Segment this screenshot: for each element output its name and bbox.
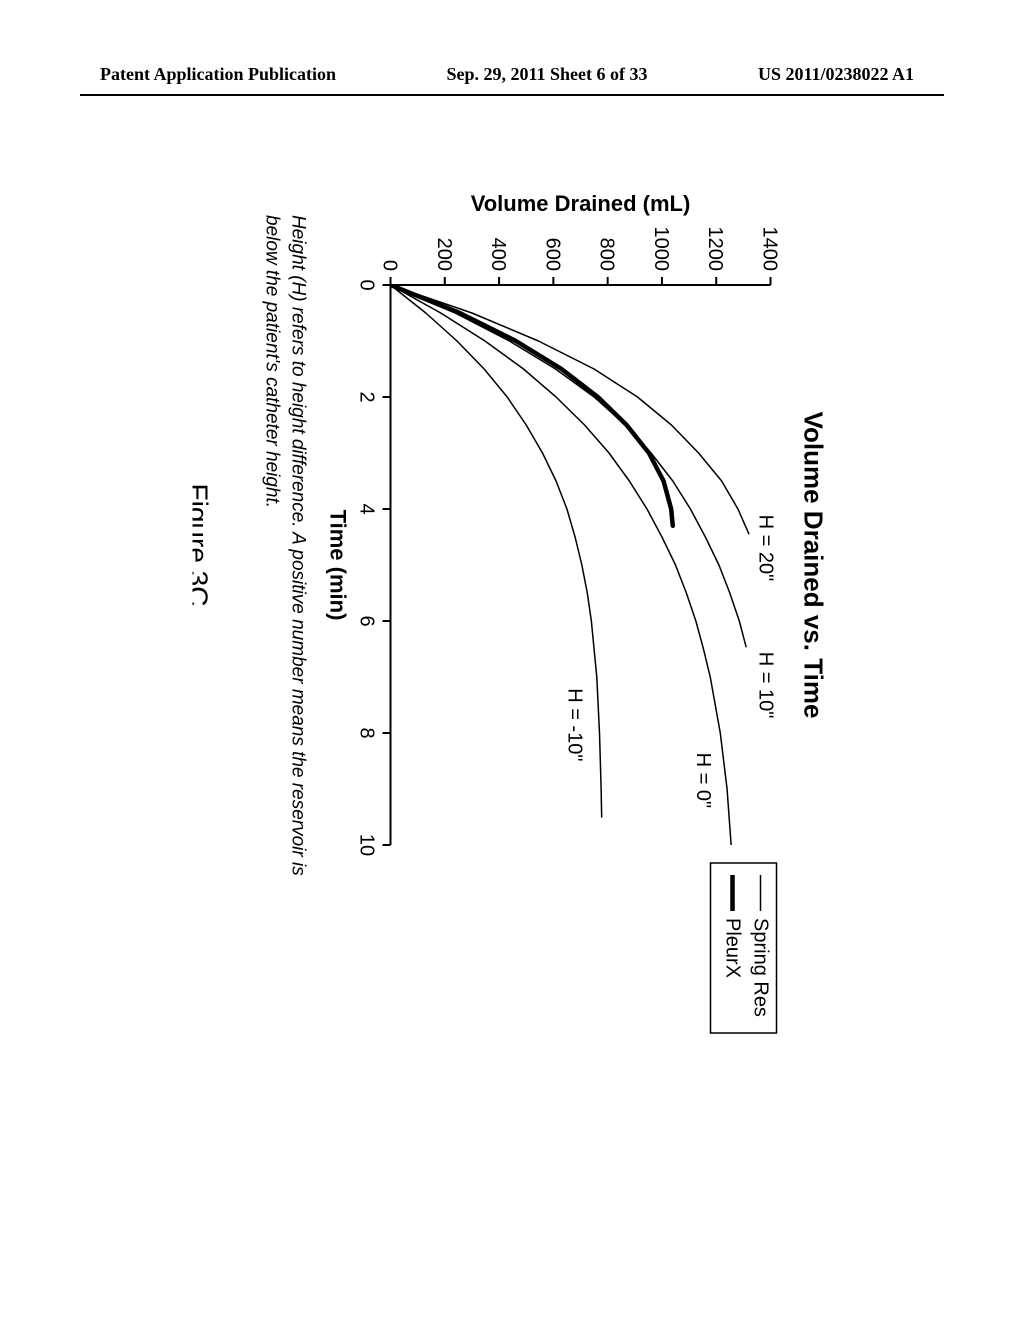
svg-text:0: 0 [379, 260, 401, 271]
x-axis-label: Time (min) [326, 510, 351, 621]
chart-rotation-wrapper: Volume Drained vs. Time 0 200 400 600 800 1000… [188, 180, 833, 1140]
legend-item-label: PleurX [722, 918, 744, 978]
svg-text:0: 0 [356, 279, 378, 290]
line-label: H = 20" [755, 515, 777, 582]
series-SpringRes_H10 [391, 285, 747, 647]
svg-text:8: 8 [356, 727, 378, 738]
chart-box: Volume Drained vs. Time 0 200 400 600 800 1000… [188, 180, 833, 1140]
svg-text:10: 10 [356, 834, 378, 856]
svg-text:2: 2 [356, 391, 378, 402]
series-PleurX [391, 285, 673, 526]
svg-text:200: 200 [433, 238, 455, 271]
chart-caption-line: Height (H) refers to height difference. … [288, 215, 309, 876]
line-label: H = -10" [563, 688, 585, 761]
figure-label: Figure 3C [193, 484, 214, 607]
svg-text:1200: 1200 [704, 227, 726, 272]
chart-title: Volume Drained vs. Time [799, 412, 829, 719]
chart-caption-line: below the patient's catheter height. [262, 215, 283, 508]
line-label: H = 0" [692, 753, 714, 808]
chart-region: Volume Drained vs. Time 0 200 400 600 800 1000… [170, 180, 850, 1140]
svg-text:600: 600 [541, 238, 563, 271]
chart-svg: Volume Drained vs. Time 0 200 400 600 800 1000… [193, 180, 833, 1140]
header-right: US 2011/0238022 A1 [758, 64, 914, 85]
svg-text:1000: 1000 [650, 227, 672, 272]
svg-text:4: 4 [356, 503, 378, 514]
svg-text:400: 400 [487, 238, 509, 271]
header-left: Patent Application Publication [100, 64, 336, 85]
line-label: H = 10" [755, 652, 777, 719]
legend-item-label: Spring Res [750, 918, 772, 1017]
page: Patent Application Publication Sep. 29, … [0, 0, 1024, 1320]
svg-text:6: 6 [356, 615, 378, 626]
header-rule [80, 94, 944, 96]
header-center: Sep. 29, 2011 Sheet 6 of 33 [446, 64, 647, 85]
svg-text:1400: 1400 [759, 227, 781, 272]
svg-text:800: 800 [596, 238, 618, 271]
patent-header: Patent Application Publication Sep. 29, … [0, 64, 1024, 85]
y-axis-label: Volume Drained (mL) [471, 191, 691, 216]
